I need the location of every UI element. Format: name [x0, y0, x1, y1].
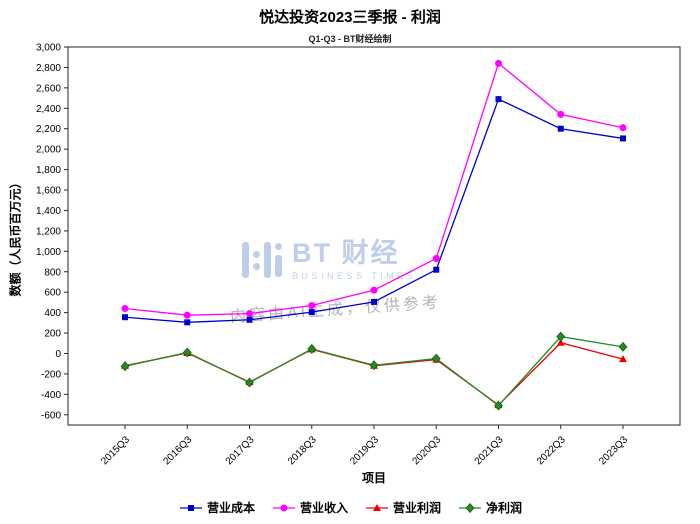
series-line-operating-profit [124, 342, 624, 406]
legend-label: 营业成本 [206, 501, 255, 515]
series-markers-operating-cost [122, 96, 626, 326]
y-tick-label: 400 [44, 308, 61, 319]
watermark-text-block: BT 财经 BUSINESS TIMES [292, 237, 417, 281]
series-markers-net-profit [120, 331, 628, 411]
series-line-operating-revenue [124, 62, 624, 316]
x-tick-label: 2019Q3 [348, 434, 381, 467]
y-tick-label: 0 [55, 349, 61, 360]
y-tick-label: -200 [41, 369, 61, 380]
y-tick-label: 1,800 [36, 165, 61, 176]
circle-marker-icon [272, 504, 295, 511]
x-tick-label: 2017Q3 [224, 434, 257, 467]
y-tick-label: 1,400 [36, 206, 61, 217]
y-tick-label: 200 [44, 329, 61, 340]
x-tick-label: 2022Q3 [535, 434, 568, 467]
y-tick-label: 1,200 [36, 226, 61, 237]
series-markers-operating-revenue [121, 59, 627, 319]
bt-watermark: BT 财经 BUSINESS TIMES [242, 239, 416, 281]
y-tick-label: 2,000 [36, 145, 61, 156]
x-tick-label: 2021Q3 [473, 434, 506, 467]
legend-item-operating-revenue: 营业收入 [271, 499, 348, 516]
logo-dot-bar [275, 243, 282, 277]
diamond-marker-icon [459, 502, 482, 513]
y-tick-label: 600 [44, 288, 61, 299]
x-axis-label: 项目 [361, 471, 386, 485]
x-tick-label: 2015Q3 [99, 434, 132, 467]
chart-title: 悦达投资2023三季报 - 利润 [259, 9, 441, 26]
watermark-brand-sub: BUSINESS TIMES [292, 270, 417, 281]
legend-label: 营业利润 [393, 501, 442, 515]
logo-bar [264, 242, 271, 278]
y-tick-label: 2,400 [36, 104, 61, 115]
watermark-brand: BT 财经 [292, 237, 400, 268]
x-tick-label: 2020Q3 [410, 434, 443, 467]
triangle-marker-icon [366, 503, 388, 511]
chart-subtitle: Q1-Q3 - BT财经绘制 [308, 34, 392, 44]
y-tick-label: 800 [44, 267, 61, 278]
series-line-net-profit [124, 335, 624, 407]
y-tick-label: -400 [41, 390, 61, 401]
y-tick-label: 2,800 [36, 63, 61, 74]
legend-label: 净利润 [486, 501, 523, 515]
y-tick-label: 2,600 [36, 83, 61, 94]
y-tick-label: 2,200 [36, 124, 61, 135]
logo-bar [242, 242, 249, 278]
x-tick-label: 2018Q3 [286, 434, 319, 467]
y-tick-label: 1,600 [36, 186, 61, 197]
y-tick-label: 3,000 [36, 43, 61, 54]
legend-item-operating-cost: 营业成本 [178, 499, 255, 516]
x-tick-label: 2016Q3 [161, 434, 194, 467]
legend-item-operating-profit: 营业利润 [364, 499, 441, 516]
x-tick-label: 2023Q3 [597, 434, 630, 467]
y-tick-label: -600 [41, 410, 61, 421]
legend-label: 营业收入 [299, 501, 348, 515]
logo-dots [253, 250, 260, 270]
y-tick-label: 1,000 [36, 247, 61, 258]
square-marker-icon [179, 504, 202, 511]
bt-logo-icon [242, 239, 282, 281]
series-markers-operating-profit [121, 338, 627, 409]
chart-legend: 营业成本 营业收入 营业利润 净利润 [0, 499, 700, 516]
legend-item-net-profit: 净利润 [457, 499, 522, 516]
